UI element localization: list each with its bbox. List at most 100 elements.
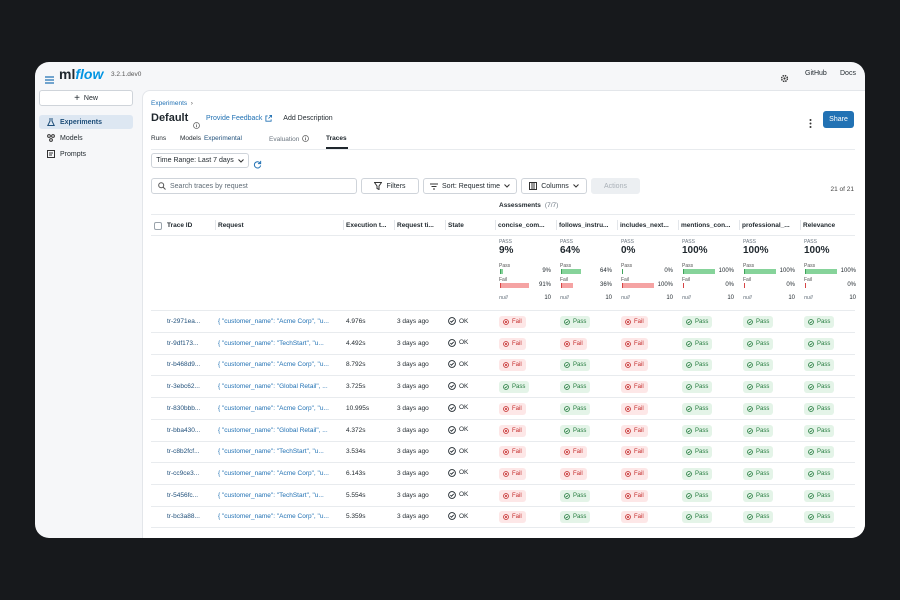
pass-rate-text: 100% xyxy=(743,245,769,256)
tab[interactable]: Traces xyxy=(326,135,347,142)
fail-label-text: Fail xyxy=(743,277,752,283)
search-input[interactable]: Search traces by request xyxy=(151,178,357,194)
pass-bar xyxy=(744,269,776,274)
table-row[interactable]: tr-bba430... { "customer_name": "Global R… xyxy=(143,420,865,442)
add-description-button[interactable]: Add Description xyxy=(279,111,337,125)
add-description-button-text: Add Description xyxy=(283,114,333,122)
assessment-badge-text: Pass xyxy=(817,514,831,521)
assessment-badge: Fail xyxy=(621,402,648,415)
state: OK xyxy=(448,403,469,412)
table-row[interactable]: tr-b468d9... { "customer_name": "Acme Cor… xyxy=(143,354,865,377)
trace-id[interactable]: tr-cc9ce3... xyxy=(167,470,199,477)
trace-id[interactable]: tr-2971ea... xyxy=(167,318,200,325)
column-header[interactable]: Request ti... xyxy=(397,222,434,229)
tab[interactable]: Models Experimental xyxy=(180,135,242,142)
assessments-group-header: Assessments (7/7) xyxy=(499,202,558,209)
trace-id[interactable]: tr-5456fc... xyxy=(167,492,198,499)
assessment-badge-text: Pass xyxy=(573,384,587,391)
state: OK xyxy=(448,338,468,347)
trace-id[interactable]: tr-bc3a88... xyxy=(167,513,200,520)
breadcrumb[interactable]: Experiments › xyxy=(151,100,193,107)
table-row[interactable]: tr-c8b2fcf... { "customer_name": "TechSta… xyxy=(143,441,865,464)
request-time-text: 3 days ago xyxy=(397,361,429,369)
pass-label-text: Pass xyxy=(560,263,572,269)
table-row[interactable]: tr-5456fc... { "customer_name": "TechStar… xyxy=(143,485,865,507)
assessment-badge-text: Pass xyxy=(817,427,831,434)
table-row[interactable]: tr-2971ea... { "customer_name": "Acme Cor… xyxy=(143,311,865,333)
select-all-checkbox[interactable] xyxy=(154,222,162,230)
null-count-text: 10 xyxy=(666,295,673,301)
table-row[interactable]: tr-9df173... { "customer_name": "TechStar… xyxy=(143,333,865,355)
trace-id[interactable]: tr-830bbb... xyxy=(167,405,200,412)
execution-time-text: 4.976s xyxy=(346,318,366,325)
trace-id[interactable]: tr-b468d9... xyxy=(167,361,200,368)
column-header[interactable]: professional_... xyxy=(742,222,790,229)
assessment-badge-text: Fail xyxy=(634,362,644,369)
refresh-button[interactable] xyxy=(253,156,262,174)
column-header[interactable]: concise_com... xyxy=(498,222,545,229)
pass-label-text: Pass xyxy=(621,263,633,269)
settings-icon[interactable] xyxy=(780,70,789,88)
column-header[interactable]: Relevance xyxy=(803,222,835,229)
column-header-text: Request ti... xyxy=(397,222,434,229)
logo-flow: flow xyxy=(75,66,103,82)
trace-id[interactable]: tr-9df173... xyxy=(167,340,198,347)
pass-label: Pass xyxy=(682,263,693,269)
request-preview: { "customer_name": "TechStart", "u... xyxy=(218,492,324,499)
column-header[interactable]: Trace ID xyxy=(167,222,192,229)
menu-button[interactable] xyxy=(45,71,54,89)
share-button[interactable]: Share xyxy=(823,111,854,128)
row-border xyxy=(151,397,855,399)
table-row[interactable]: tr-cc9ce3... { "customer_name": "Acme Cor… xyxy=(143,463,865,485)
pass-rate-text: 100% xyxy=(804,245,830,256)
assessment-badge: Pass xyxy=(682,337,713,350)
trace-id[interactable]: tr-bba430... xyxy=(167,427,200,434)
time-range-select[interactable]: Time Range: Last 7 days xyxy=(151,153,249,168)
more-menu[interactable] xyxy=(809,115,812,133)
table-row[interactable]: tr-830bbb... { "customer_name": "Acme Cor… xyxy=(143,398,865,420)
execution-time-text: 4.372s xyxy=(346,426,366,434)
tab-divider xyxy=(151,149,855,150)
table-row[interactable]: tr-bc3a88... { "customer_name": "Acme Cor… xyxy=(143,506,865,529)
state-text: OK xyxy=(459,404,469,412)
columns-button[interactable]: Columns xyxy=(521,178,587,194)
table-row[interactable]: tr-3ebc62... { "customer_name": "Global R… xyxy=(143,376,865,399)
request-preview-text: { "customer_name": "Acme Corp", "u... xyxy=(218,361,329,369)
assessment-badge: Pass xyxy=(804,337,835,350)
request-preview-text: { "customer_name": "Acme Corp", "u... xyxy=(218,513,329,521)
column-header[interactable]: State xyxy=(448,222,464,229)
main-panel: Experiments › Default Provide Feedback Add … xyxy=(142,90,865,538)
assessment-badge: Pass xyxy=(804,489,835,502)
column-header[interactable]: Request xyxy=(218,222,244,229)
nav-item[interactable]: Experiments xyxy=(39,115,133,129)
tab[interactable]: Evaluation xyxy=(269,135,310,144)
trace-id-text: tr-830bbb... xyxy=(167,404,201,412)
filters-button[interactable]: Filters xyxy=(361,178,419,194)
share-button-text: Share xyxy=(829,116,848,123)
request-preview: { "customer_name": "Global Retail", ... xyxy=(218,383,328,390)
feedback-link[interactable]: Provide Feedback xyxy=(206,115,273,122)
github-link[interactable]: GitHub xyxy=(805,70,827,77)
trace-id[interactable]: tr-c8b2fcf... xyxy=(167,448,200,455)
tab[interactable]: Runs xyxy=(151,135,166,142)
trace-id[interactable]: tr-3ebc62... xyxy=(167,383,200,390)
github-link-text: GitHub xyxy=(805,70,827,77)
fail-label: Fail xyxy=(621,277,629,283)
nav-item[interactable]: Models xyxy=(39,131,133,145)
pass-value-text: 100% xyxy=(718,268,734,274)
column-header[interactable]: includes_next... xyxy=(620,222,669,229)
sort-button[interactable]: Sort: Request time xyxy=(423,178,517,194)
assessment-badge-text: Fail xyxy=(512,405,522,412)
docs-link[interactable]: Docs xyxy=(840,70,856,77)
null-count-text: 10 xyxy=(849,295,856,301)
assessment-badge: Pass xyxy=(682,316,713,328)
column-header[interactable]: follows_instru... xyxy=(559,222,608,229)
nav-item[interactable]: Prompts xyxy=(39,147,133,161)
new-button[interactable]: + New xyxy=(39,90,133,106)
column-header[interactable]: Execution t... xyxy=(346,222,386,229)
request-preview: { "customer_name": "Acme Corp", "u... xyxy=(218,318,329,325)
logo[interactable]: mlflow xyxy=(59,66,103,82)
pass-label: Pass xyxy=(804,263,815,269)
column-header[interactable]: mentions_con... xyxy=(681,222,730,229)
